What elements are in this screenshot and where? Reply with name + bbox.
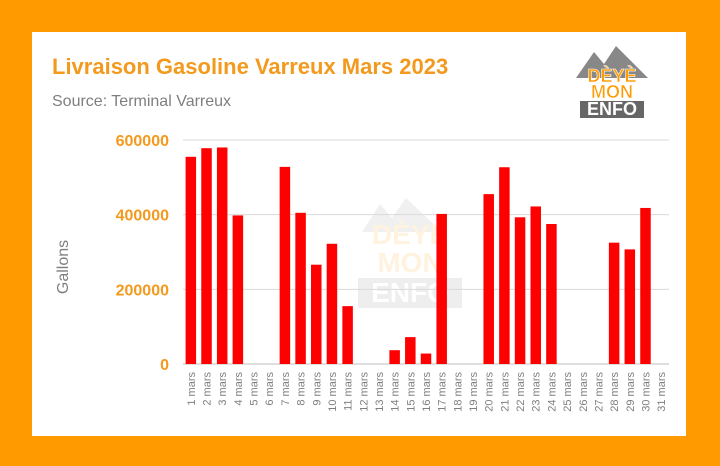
x-tick-label: 7 mars (280, 372, 292, 406)
chart-subtitle: Source: Terminal Varreux (52, 93, 232, 110)
x-tick-label: 30 mars (640, 372, 652, 412)
bar (436, 213, 447, 364)
bar (405, 337, 416, 364)
x-tick-label: 2 mars (202, 372, 214, 406)
logo-band (580, 101, 644, 118)
x-tick-label: 18 mars (452, 372, 464, 412)
bar (279, 166, 291, 364)
x-tick-label: 21 mars (499, 372, 511, 412)
x-tick-label: 23 mars (531, 372, 543, 412)
x-tick-label: 19 mars (468, 372, 480, 412)
logo-line2: MON (591, 82, 633, 102)
x-tick-label: 26 mars (578, 372, 590, 412)
x-tick-label: 12 mars (358, 372, 370, 412)
bar (232, 215, 244, 364)
y-tick-label: 0 (160, 357, 169, 374)
x-tick-label: 13 mars (374, 372, 386, 412)
y-tick-label: 200000 (116, 282, 169, 299)
x-tick-label: 5 mars (249, 372, 261, 406)
bar (640, 207, 651, 364)
watermark-line1: DÈYÈ (372, 219, 448, 250)
bar (185, 156, 197, 364)
x-tick-label: 16 mars (421, 372, 433, 412)
bar (389, 350, 400, 364)
bar (483, 194, 494, 364)
logo-line1: DÈYÈ (587, 65, 636, 86)
x-tick-label: 29 mars (625, 372, 637, 412)
watermark-line3: ENFO (371, 277, 449, 308)
logo-line3: ENFO (587, 99, 637, 118)
x-tick-label: 4 mars (233, 372, 245, 406)
bar (608, 242, 620, 364)
mountain-icon (576, 46, 648, 78)
x-tick-label: 11 mars (343, 372, 355, 411)
chart-card: Livraison Gasoline Varreux Mars 2023 Sou… (32, 32, 686, 436)
x-tick-label: 20 mars (484, 372, 496, 412)
bar (530, 206, 541, 364)
bar (499, 167, 510, 364)
x-tick-label: 25 mars (562, 372, 574, 412)
bar (624, 249, 636, 364)
brand-logo: DÈYÈ MON ENFO (572, 38, 652, 123)
x-tick-label: 27 mars (593, 372, 605, 412)
bar (201, 148, 212, 364)
x-tick-label: 22 mars (515, 372, 527, 412)
bar (295, 212, 306, 364)
bar (342, 306, 353, 364)
x-tick-label: 9 mars (311, 372, 323, 406)
x-tick-label: 14 mars (390, 372, 402, 412)
x-tick-label: 6 mars (264, 372, 276, 406)
bar (420, 353, 432, 364)
bar (216, 147, 228, 364)
bar (326, 243, 338, 364)
y-tick-label: 600000 (116, 133, 169, 150)
x-tick-label: 17 mars (437, 372, 449, 412)
x-tick-label: 15 mars (405, 372, 417, 412)
x-tick-label: 24 mars (546, 372, 558, 412)
bar (514, 217, 526, 364)
bar-chart: DÈYÈ MON ENFO 0 200000 400000 600000 1 mars… (116, 133, 669, 412)
bar (546, 224, 557, 364)
x-tick-label: 3 mars (217, 372, 229, 406)
bar (311, 264, 322, 364)
x-tick-label: 8 mars (296, 372, 308, 406)
y-tick-label: 400000 (116, 208, 169, 225)
x-tick-label: 1 mars (186, 372, 198, 406)
watermark-line2: MON (377, 247, 442, 278)
x-tick-label: 28 mars (609, 372, 621, 412)
x-tick-label: 31 mars (656, 372, 668, 412)
x-tick-label: 10 mars (327, 372, 339, 412)
chart-title: Livraison Gasoline Varreux Mars 2023 (52, 54, 449, 79)
